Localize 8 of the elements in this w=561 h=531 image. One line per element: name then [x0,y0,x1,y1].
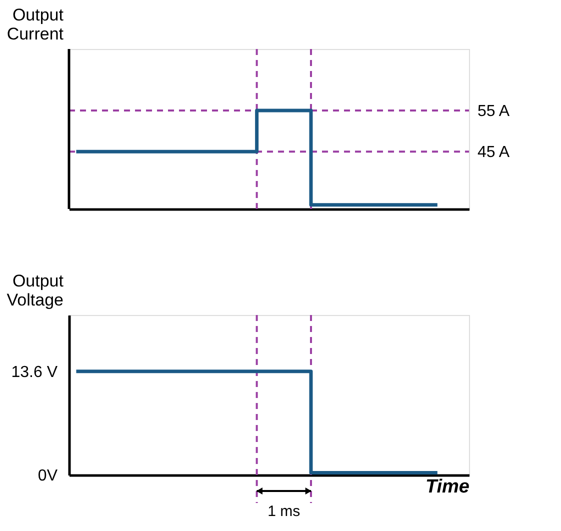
y-tick-label: 45 A [478,144,510,162]
y-tick-label: 13.6 V [11,364,58,381]
text: 1 ms [268,503,300,520]
y-tick-label: 0V [38,468,58,484]
y-axis-title: Output Current [6,6,64,44]
y-axis-title: Output Voltage [6,272,64,310]
y-tick-label: 55 A [478,103,510,120]
x-axis-title: Time [425,476,470,498]
